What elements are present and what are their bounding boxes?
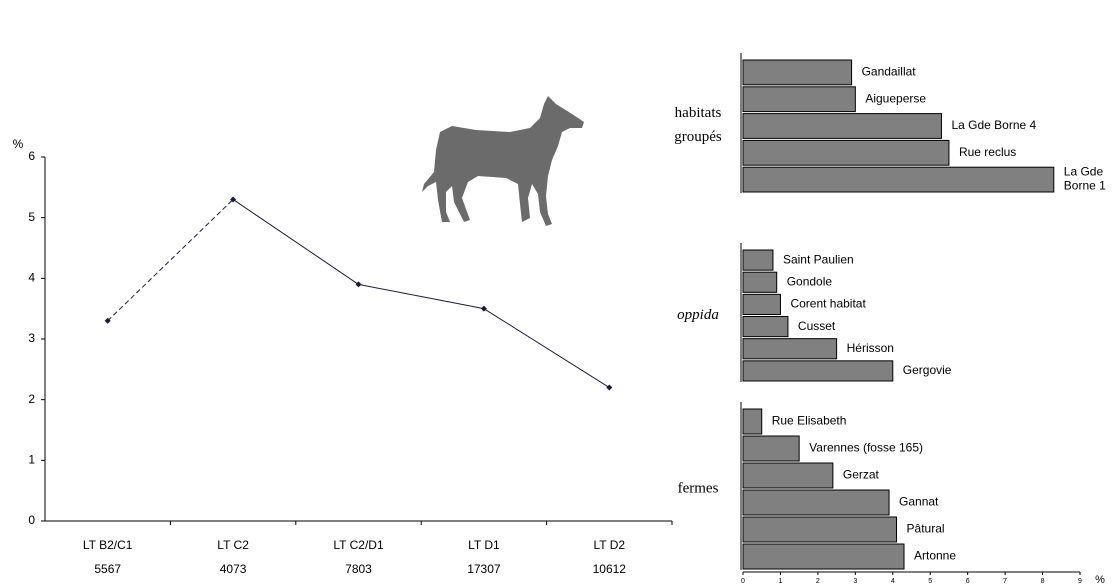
bar-label: Varennes (fosse 165)	[809, 441, 923, 455]
bar-label: Gandaillat	[862, 65, 917, 79]
x-tick-label: 6	[966, 578, 970, 585]
bar-label: La Gde Borne 1	[1064, 165, 1106, 193]
x-tick-label: 3	[853, 578, 857, 585]
x-tick-label: LT C2/D1	[333, 538, 384, 552]
bar	[742, 113, 942, 139]
group-label: oppida	[677, 307, 719, 323]
bar	[742, 516, 898, 543]
data-point	[355, 281, 362, 288]
dog-silhouette	[422, 96, 584, 226]
x-tick-label: 8	[1041, 578, 1045, 585]
bar-label: Gondole	[787, 274, 833, 288]
x-tick-label: 4	[891, 578, 895, 585]
y-tick-label: 5	[28, 210, 35, 224]
line-segment	[483, 308, 610, 388]
x-tick-label: 1	[778, 578, 782, 585]
x-tick-label: 2	[816, 578, 820, 585]
x-tick-label: LT B2/C1	[83, 538, 133, 552]
bar-label: Pâtural	[907, 522, 945, 536]
y-tick-label: 2	[28, 392, 35, 406]
x-tick-label: 7	[1003, 578, 1007, 585]
x-tick-label: LT C2	[217, 538, 249, 552]
bar	[742, 462, 834, 489]
y-tick-label: 3	[28, 331, 35, 345]
bar	[742, 139, 950, 166]
bar	[742, 59, 853, 86]
bar-label: Artonne	[914, 549, 956, 563]
data-point	[104, 317, 111, 324]
x-tick-label: 5	[928, 578, 932, 585]
bar	[742, 408, 763, 435]
bar	[742, 249, 774, 271]
bar-label: Gannat	[899, 495, 939, 509]
bar	[742, 166, 1055, 193]
bar-label: Hérisson	[847, 341, 894, 355]
x-tick-label: 9	[1078, 578, 1082, 585]
x-tick-label: LT D1	[468, 538, 500, 552]
y-tick-label: 1	[28, 453, 35, 467]
x-axis-label: %	[1095, 574, 1105, 586]
bar-label: Rue reclus	[959, 145, 1016, 159]
group-label: fermes	[678, 480, 719, 496]
line-segment	[107, 199, 234, 322]
count-label: 5567	[94, 562, 121, 576]
data-point	[606, 384, 613, 391]
count-label: 10612	[593, 562, 627, 576]
bar	[742, 316, 789, 338]
x-tick-label: 0	[741, 578, 745, 585]
group-label: habitats groupés	[674, 105, 722, 145]
data-point	[230, 196, 237, 203]
y-tick-label: 4	[28, 271, 35, 285]
y-axis-label: %	[13, 137, 24, 151]
data-point	[480, 305, 487, 312]
bar-label: Aigueperse	[865, 91, 926, 105]
bar	[742, 338, 838, 360]
count-label: 4073	[220, 562, 247, 576]
bar-label: La Gde Borne 4	[951, 118, 1036, 132]
y-tick-label: 0	[28, 513, 35, 527]
bar-label: Gerzat	[843, 468, 880, 482]
bar-label: Corent habitat	[790, 297, 866, 311]
bar-label: Saint Paulien	[783, 252, 854, 266]
bar	[742, 271, 778, 293]
bar-label: Rue Elisabeth	[772, 414, 847, 428]
line-segment	[232, 199, 359, 285]
x-tick-label: LT D2	[594, 538, 626, 552]
bar-label: Cusset	[798, 319, 836, 333]
bar	[742, 86, 856, 113]
count-label: 7803	[345, 562, 372, 576]
bar	[742, 293, 781, 316]
bar	[742, 489, 890, 516]
line-segment	[358, 283, 484, 310]
bar-label: Gergovie	[903, 363, 952, 377]
bar	[742, 360, 894, 382]
y-tick-label: 6	[28, 149, 35, 163]
count-label: 17307	[467, 562, 501, 576]
bar	[742, 435, 800, 462]
bar	[742, 543, 905, 570]
